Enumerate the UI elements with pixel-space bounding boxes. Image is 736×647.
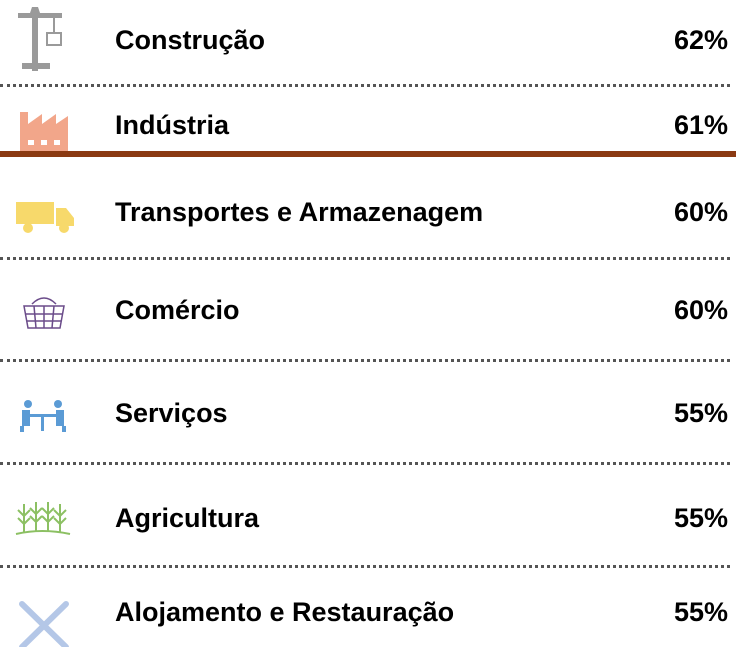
separator [0, 359, 730, 362]
list-row: Comércio 60% [0, 280, 736, 340]
service-icon [20, 400, 66, 432]
separator [0, 565, 730, 568]
sector-value: 61% [673, 110, 728, 140]
crane-icon [18, 7, 62, 71]
basket-icon [23, 297, 65, 329]
cutlery-icon [19, 601, 69, 647]
list-row: Serviços 55% [0, 383, 736, 443]
separator [0, 84, 730, 87]
separator [0, 462, 730, 465]
sector-value: 60% [673, 197, 728, 227]
truck-icon [16, 202, 74, 233]
list-row: Agricultura 55% [0, 488, 736, 548]
sector-label: Transportes e Armazenagem [115, 197, 484, 227]
factory-icon [20, 112, 68, 151]
sector-value: 60% [673, 295, 728, 325]
separator [0, 257, 730, 260]
list-row: Indústria 61% [0, 95, 736, 155]
highlight-rule [0, 151, 736, 157]
list-row: Alojamento e Restauração 55% [0, 582, 736, 642]
list-row: Construção 62% [0, 10, 736, 70]
sector-value: 55% [673, 398, 728, 428]
sector-value: 55% [673, 597, 728, 627]
sector-label: Indústria [115, 110, 230, 140]
sector-label: Construção [115, 25, 266, 55]
list-row: Transportes e Armazenagem 60% [0, 182, 736, 242]
sector-value: 55% [673, 503, 728, 533]
sector-label: Serviços [115, 398, 228, 428]
sector-label: Agricultura [115, 503, 260, 533]
wheat-icon [15, 502, 71, 535]
sector-value: 62% [673, 25, 728, 55]
sector-label: Alojamento e Restauração [115, 597, 455, 627]
sector-label: Comércio [115, 295, 240, 325]
